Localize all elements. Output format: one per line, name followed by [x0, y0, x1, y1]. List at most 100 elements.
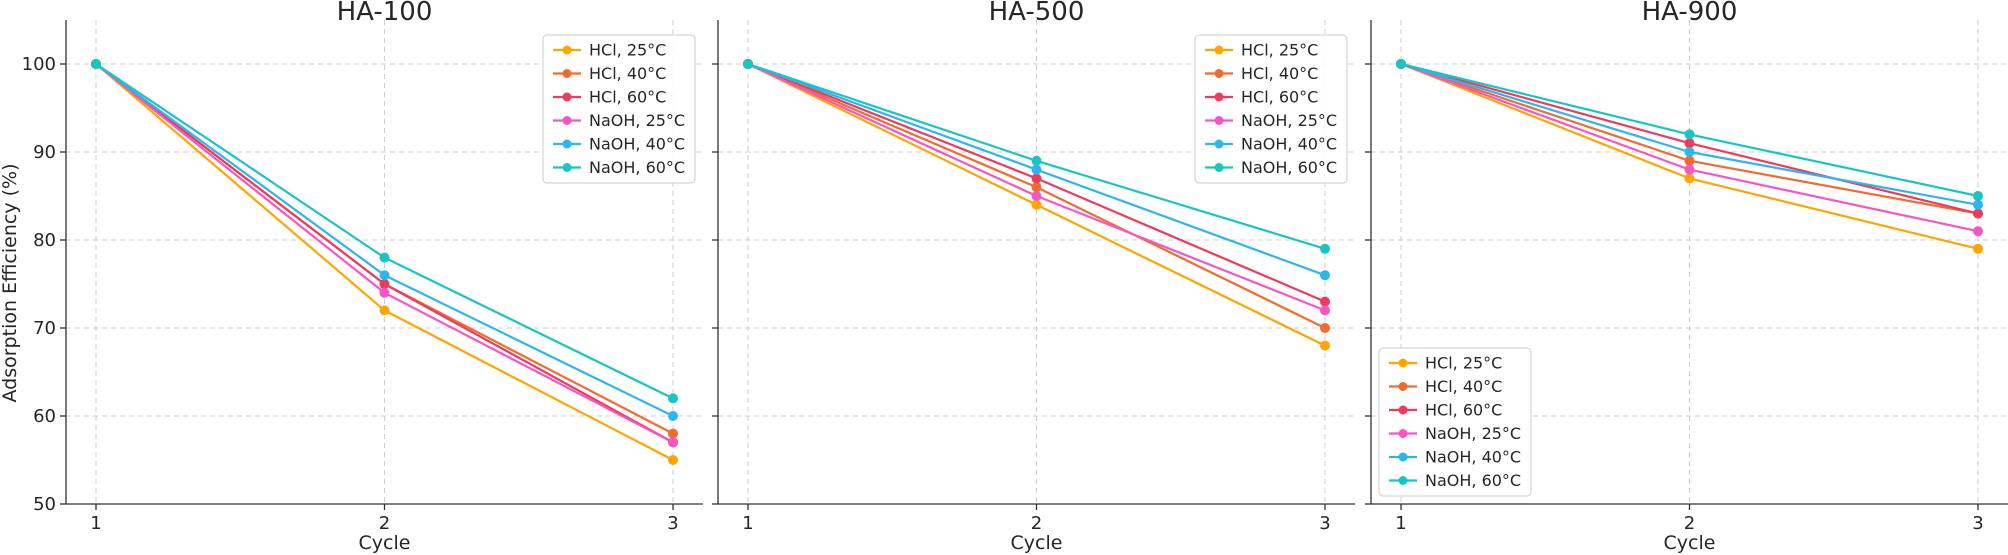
- legend-swatch-marker: [1398, 452, 1408, 462]
- data-point: [1031, 182, 1042, 193]
- legend-label: HCl, 25°C: [1241, 41, 1318, 60]
- legend-swatch-marker: [1214, 139, 1224, 149]
- data-point: [379, 252, 390, 263]
- legend: HCl, 25°C HCl, 40°C HCl, 60°C NaOH, 25°C NaO…: [1194, 34, 1348, 184]
- legend-label: NaOH, 25°C: [1425, 424, 1521, 443]
- x-tick-label: 1: [1395, 513, 1406, 534]
- y-axis-title: Adsorption Efficiency (%): [0, 164, 21, 403]
- data-point: [1320, 305, 1330, 316]
- x-tick-label: 3: [1972, 513, 1983, 534]
- data-point: [1684, 164, 1695, 175]
- legend-label: NaOH, 60°C: [1241, 158, 1337, 177]
- legend-swatch-marker: [1214, 92, 1224, 102]
- legend: HCl, 25°C HCl, 40°C HCl, 60°C NaOH, 25°C NaO…: [1378, 347, 1532, 497]
- legend-swatch-marker: [1398, 429, 1408, 438]
- x-tick-label: 1: [90, 513, 101, 534]
- legend-swatch-marker: [1398, 405, 1408, 415]
- legend-label: NaOH, 60°C: [589, 158, 685, 177]
- x-axis-title: Cycle: [359, 532, 411, 554]
- data-point: [1684, 129, 1695, 140]
- y-tick-label: 100: [22, 54, 56, 75]
- legend-label: HCl, 60°C: [1241, 88, 1318, 107]
- data-point: [1031, 199, 1042, 210]
- data-point: [379, 287, 390, 298]
- x-axis-title: Cycle: [1664, 532, 1716, 554]
- panel-title: HA-100: [337, 0, 433, 27]
- legend-swatch-marker: [1398, 358, 1408, 368]
- data-point: [1320, 243, 1330, 254]
- x-tick-label: 2: [1031, 513, 1042, 534]
- legend-swatch-marker: [1398, 476, 1408, 485]
- legend-box: [542, 34, 696, 184]
- legend-swatch-marker: [1214, 116, 1224, 125]
- legend-label: HCl, 25°C: [1425, 354, 1502, 373]
- data-point: [1684, 147, 1695, 157]
- data-point: [1973, 243, 1983, 254]
- data-point: [668, 437, 678, 448]
- legend: HCl, 25°C HCl, 40°C HCl, 60°C NaOH, 25°C NaO…: [542, 34, 696, 184]
- legend-label: NaOH, 40°C: [1241, 135, 1337, 154]
- panel-ha-500: 1 2 3 Cycle HA-500 HCl, 25°C HCl, 40°C HCl, 60°…: [712, 0, 1355, 554]
- legend-swatch-marker: [562, 163, 572, 172]
- y-tick-label: 60: [33, 406, 56, 427]
- panel-title: HA-500: [989, 0, 1085, 27]
- legend-label: HCl, 40°C: [1425, 377, 1502, 396]
- data-point: [91, 59, 101, 69]
- panel-ha-900: 1 2 3 Cycle HA-900 HCl, 25°C HCl, 40°C HCl, 60°…: [1365, 0, 2008, 554]
- data-point: [1973, 208, 1983, 219]
- data-point: [1320, 323, 1330, 333]
- x-axis-title: Cycle: [1011, 532, 1063, 554]
- legend-swatch-marker: [1398, 382, 1408, 391]
- y-tick-label: 50: [33, 494, 56, 515]
- data-point: [743, 59, 753, 69]
- panel-title: HA-900: [1642, 0, 1738, 27]
- legend-swatch-marker: [562, 45, 572, 55]
- legend-swatch-marker: [562, 116, 572, 125]
- x-tick-label: 1: [742, 513, 753, 534]
- data-point: [1684, 138, 1695, 149]
- data-point: [1396, 59, 1406, 69]
- data-point: [1031, 173, 1042, 184]
- data-point: [1320, 296, 1330, 307]
- legend-label: HCl, 40°C: [589, 64, 666, 83]
- legend-label: HCl, 40°C: [1241, 64, 1318, 83]
- legend-swatch-marker: [1214, 163, 1224, 172]
- data-point: [668, 393, 678, 404]
- legend-swatch-marker: [1214, 45, 1224, 55]
- x-tick-label: 2: [1684, 513, 1695, 534]
- legend-swatch-marker: [1214, 69, 1224, 78]
- legend-label: NaOH, 40°C: [589, 135, 685, 154]
- legend-swatch-marker: [562, 139, 572, 149]
- data-point: [1973, 191, 1983, 201]
- x-tick-label: 2: [379, 513, 390, 534]
- legend-label: HCl, 60°C: [589, 88, 666, 107]
- data-point: [1320, 270, 1330, 281]
- legend-label: NaOH, 40°C: [1425, 448, 1521, 467]
- x-tick-label: 3: [667, 513, 678, 534]
- legend-swatch-marker: [562, 69, 572, 78]
- data-point: [1684, 155, 1695, 166]
- legend-label: NaOH, 25°C: [589, 111, 685, 130]
- data-point: [1031, 164, 1042, 175]
- data-point: [379, 270, 390, 281]
- data-point: [1973, 226, 1983, 237]
- legend-box: [1378, 347, 1532, 497]
- y-tick-label: 80: [33, 230, 56, 251]
- data-point: [379, 305, 390, 316]
- data-point: [379, 279, 390, 289]
- data-point: [1684, 173, 1695, 184]
- x-tick-label: 3: [1319, 513, 1330, 534]
- data-point: [668, 428, 678, 439]
- legend-label: HCl, 25°C: [589, 41, 666, 60]
- y-tick-label: 90: [33, 142, 56, 163]
- legend-box: [1194, 34, 1348, 184]
- y-tick-label: 70: [33, 318, 56, 339]
- data-point: [1973, 199, 1983, 210]
- legend-swatch-marker: [562, 92, 572, 102]
- data-point: [668, 411, 678, 421]
- legend-label: HCl, 60°C: [1425, 401, 1502, 420]
- data-point: [1031, 155, 1042, 166]
- data-point: [668, 455, 678, 465]
